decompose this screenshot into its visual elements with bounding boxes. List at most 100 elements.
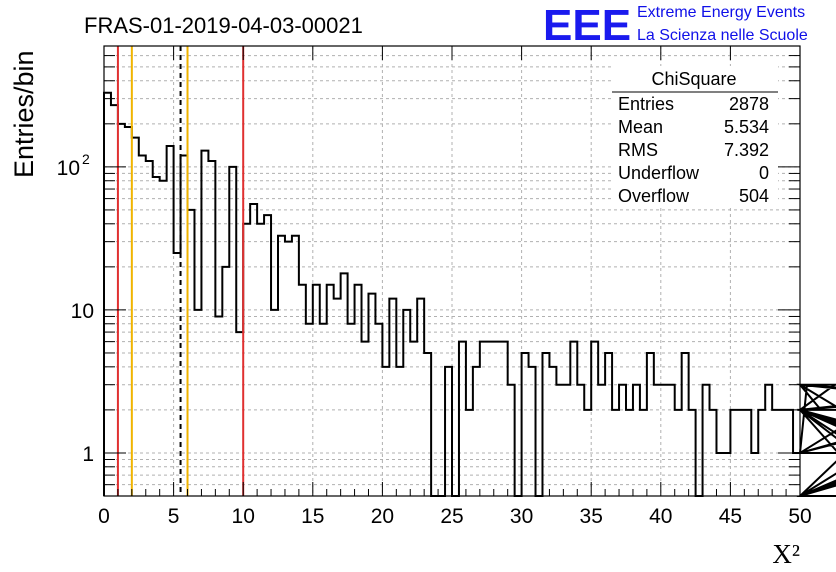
histogram-bin xyxy=(160,181,167,496)
histogram-bin xyxy=(375,324,382,496)
histogram-bin xyxy=(466,410,473,496)
stats-row-value: 5.534 xyxy=(724,117,769,137)
histogram-bin xyxy=(647,353,654,496)
stats-row-label: Mean xyxy=(618,117,663,137)
x-tick-label: 40 xyxy=(649,505,672,528)
histogram-bin xyxy=(626,410,633,496)
histogram-bin xyxy=(522,353,529,496)
histogram-bin xyxy=(313,285,320,496)
histogram-bin xyxy=(306,324,313,496)
histogram-bin xyxy=(661,385,668,496)
histogram-bin xyxy=(292,236,299,496)
histogram-bin xyxy=(758,410,765,496)
histogram-bin xyxy=(563,385,570,496)
histogram-bin xyxy=(208,161,215,496)
stats-row-label: Overflow xyxy=(618,186,690,206)
y-tick-exponent: 2 xyxy=(82,151,90,167)
x-tick-label: 5 xyxy=(168,505,180,528)
histogram-bin xyxy=(362,342,369,496)
histogram-bin xyxy=(619,385,626,496)
histogram-bin xyxy=(264,215,271,496)
histogram-bin xyxy=(487,342,494,496)
histogram-bin xyxy=(334,299,341,496)
histogram-bin xyxy=(215,316,222,496)
histogram-bin xyxy=(410,342,417,496)
histogram-bin xyxy=(201,151,208,496)
histogram-series xyxy=(103,91,836,497)
histogram-bin xyxy=(598,385,605,496)
x-tick-label: 35 xyxy=(580,505,603,528)
histogram-bin xyxy=(146,161,153,496)
y-tick-label: 10 xyxy=(71,300,94,323)
histogram-bin xyxy=(222,267,229,496)
histogram-bin xyxy=(703,385,710,496)
stats-box-name: ChiSquare xyxy=(651,69,736,89)
histogram-bin xyxy=(737,410,744,496)
stats-row-value: 2878 xyxy=(729,94,769,114)
histogram-bin xyxy=(389,299,396,496)
histogram-bin xyxy=(424,353,431,496)
histogram-bin xyxy=(348,324,355,496)
histogram-bin xyxy=(111,105,118,496)
histogram-bin xyxy=(744,410,751,496)
histogram-bin xyxy=(570,342,577,496)
histogram-bin xyxy=(104,93,111,496)
histogram-bin xyxy=(751,453,758,496)
histogram-bin xyxy=(327,285,334,496)
stats-box-frame xyxy=(612,66,778,206)
histogram-bin xyxy=(549,367,556,496)
histogram-bin xyxy=(299,285,306,496)
histogram-bin xyxy=(577,385,584,496)
histogram-bin xyxy=(591,342,598,496)
histogram-bin xyxy=(396,367,403,496)
y-axis-title: Entries/bin xyxy=(9,50,39,178)
histogram-bin xyxy=(194,310,201,496)
stats-row-label: Entries xyxy=(618,94,674,114)
histogram-bin xyxy=(529,367,536,496)
x-axis-title: X² xyxy=(772,539,800,569)
histogram-bin xyxy=(723,453,730,496)
histogram-bin xyxy=(633,385,640,496)
histogram-bin xyxy=(355,285,362,496)
histogram-bin xyxy=(368,294,375,496)
histogram-bin xyxy=(508,385,515,496)
reference-lines xyxy=(116,46,245,496)
histogram-bin xyxy=(341,273,348,496)
logo-mark: EEE xyxy=(543,1,631,50)
histogram-bin xyxy=(257,224,264,496)
histogram-bin xyxy=(181,156,188,496)
x-tick-label: 45 xyxy=(719,505,742,528)
histogram-bin xyxy=(403,310,410,496)
histogram-bin xyxy=(459,342,466,496)
stats-row-value: 0 xyxy=(759,163,769,183)
histogram-bin xyxy=(654,385,661,496)
histogram-bin xyxy=(473,367,480,496)
y-tick-label: 10 xyxy=(57,157,80,180)
histogram-bin xyxy=(229,167,236,496)
x-tick-label: 0 xyxy=(98,505,110,528)
stats-row-label: RMS xyxy=(618,140,658,160)
histogram-bin xyxy=(167,146,174,496)
histogram-bin xyxy=(382,367,389,496)
stats-row-label: Underflow xyxy=(618,163,700,183)
histogram-bin xyxy=(320,324,327,496)
stats-rows: Entries 2878 Mean 5.534 RMS 7.392 Underflow 0 Ov… xyxy=(618,94,769,206)
y-tick-label: 1 xyxy=(82,443,94,466)
histogram-bin xyxy=(132,138,139,496)
histogram-bin xyxy=(188,210,195,496)
x-tick-label: 10 xyxy=(232,505,255,528)
x-tick-label: 50 xyxy=(788,505,811,528)
histogram-bin xyxy=(556,385,563,496)
histogram-bin xyxy=(494,342,501,496)
histogram-bin xyxy=(710,410,717,496)
logo-line-2: La Scienza nelle Scuole xyxy=(637,27,808,44)
x-tick-label: 20 xyxy=(371,505,394,528)
histogram-bin xyxy=(668,385,675,496)
histogram-bin xyxy=(716,453,723,496)
histogram-bin xyxy=(675,410,682,496)
histogram-bin xyxy=(730,410,737,496)
histogram-bin xyxy=(542,353,549,496)
histogram-bin xyxy=(682,353,689,496)
histogram-bin xyxy=(271,310,278,496)
histogram-bin xyxy=(689,410,696,496)
